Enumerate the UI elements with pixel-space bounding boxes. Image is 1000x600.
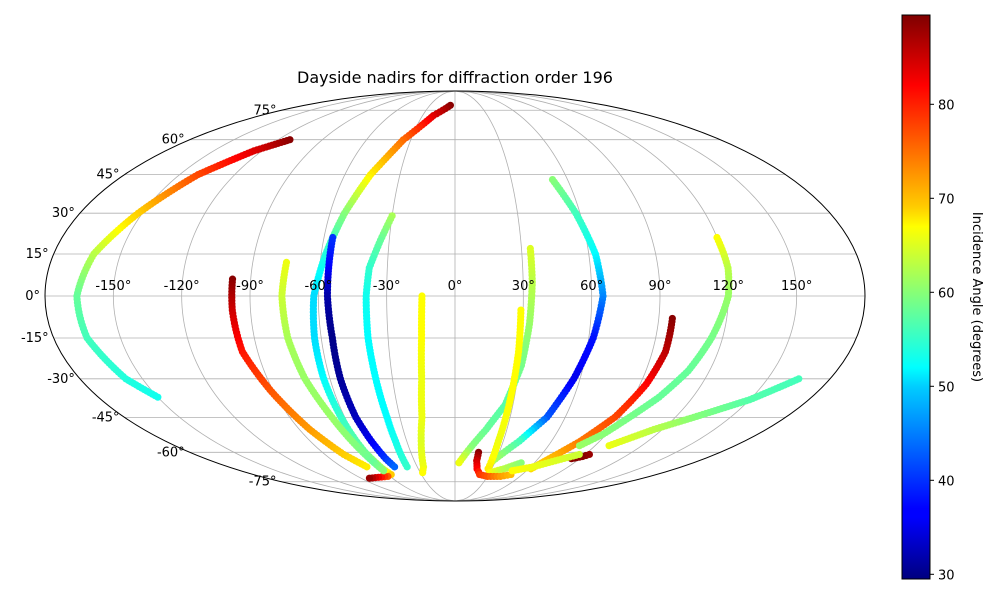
lon-tick-label: 30° [512, 279, 535, 294]
lon-tick-label: 60° [580, 279, 603, 294]
data-point [795, 375, 803, 383]
data-point [419, 469, 427, 477]
lat-tick-label: 75° [253, 103, 276, 118]
data-point [363, 463, 371, 471]
lon-tick-label: 150° [781, 279, 812, 294]
colorbar: 30 40 50 60 70 80 Incidence Angle (degrees) [901, 14, 984, 583]
grid-meridian [386, 91, 456, 501]
lat-tick-label: 0° [25, 289, 40, 304]
lat-tick-label: -15° [21, 331, 49, 346]
colorbar-tick-label: 50 [938, 380, 955, 395]
lon-tick-label: -150° [95, 279, 131, 294]
map-grid [45, 91, 865, 501]
grid-meridian [454, 91, 798, 501]
data-points [73, 101, 803, 482]
grid-meridian [249, 91, 456, 501]
chart-title: Dayside nadirs for diffraction order 196 [297, 68, 613, 87]
lat-tick-label: -75° [249, 475, 277, 490]
colorbar-gradient [901, 14, 931, 580]
data-point [455, 459, 463, 467]
lon-tick-label: -120° [164, 279, 200, 294]
map-boundary [44, 90, 866, 502]
lon-tick-label: -60° [304, 279, 332, 294]
colorbar-label: Incidence Angle (degrees) [969, 212, 984, 382]
lat-tick-label: 45° [97, 168, 120, 183]
lat-tick-label: -30° [47, 372, 75, 387]
lon-tick-label: -30° [373, 279, 401, 294]
lat-tick-label: 30° [52, 206, 75, 221]
lon-tick-label: 120° [713, 279, 744, 294]
colorbar-tick-label: 30 [938, 568, 955, 583]
data-point [365, 474, 374, 482]
data-point [379, 467, 388, 475]
lat-tick-label: 15° [26, 247, 49, 262]
lat-tick-label: -45° [92, 410, 120, 425]
grid-meridian [454, 91, 593, 501]
lat-tick-label: 60° [162, 133, 185, 148]
data-point [575, 450, 583, 459]
lon-tick-label: 90° [648, 279, 671, 294]
colorbar-tick-label: 80 [938, 98, 955, 113]
longitude-labels: -150° -120° -90° -60° -30° 0° 30° 60° 90° 120° 150… [95, 279, 812, 294]
lon-tick-label: 0° [448, 279, 463, 294]
lon-tick-label: -90° [236, 279, 264, 294]
grid-meridian [112, 91, 456, 501]
latitude-labels: -75° -60° -45° -30° -15° 0° 15° 30° 45° 60° 75° [21, 103, 277, 489]
lat-tick-label: -60° [157, 445, 185, 460]
data-point [517, 459, 525, 467]
data-point [403, 463, 411, 471]
colorbar-tick-label: 60 [938, 286, 955, 301]
data-point [154, 393, 162, 401]
grid-meridian [181, 91, 456, 501]
colorbar-ticks: 30 40 50 60 70 80 [930, 98, 955, 583]
colorbar-tick-label: 40 [938, 474, 955, 489]
colorbar-tick-label: 70 [938, 192, 955, 207]
data-point [575, 442, 584, 450]
data-point [390, 463, 399, 471]
